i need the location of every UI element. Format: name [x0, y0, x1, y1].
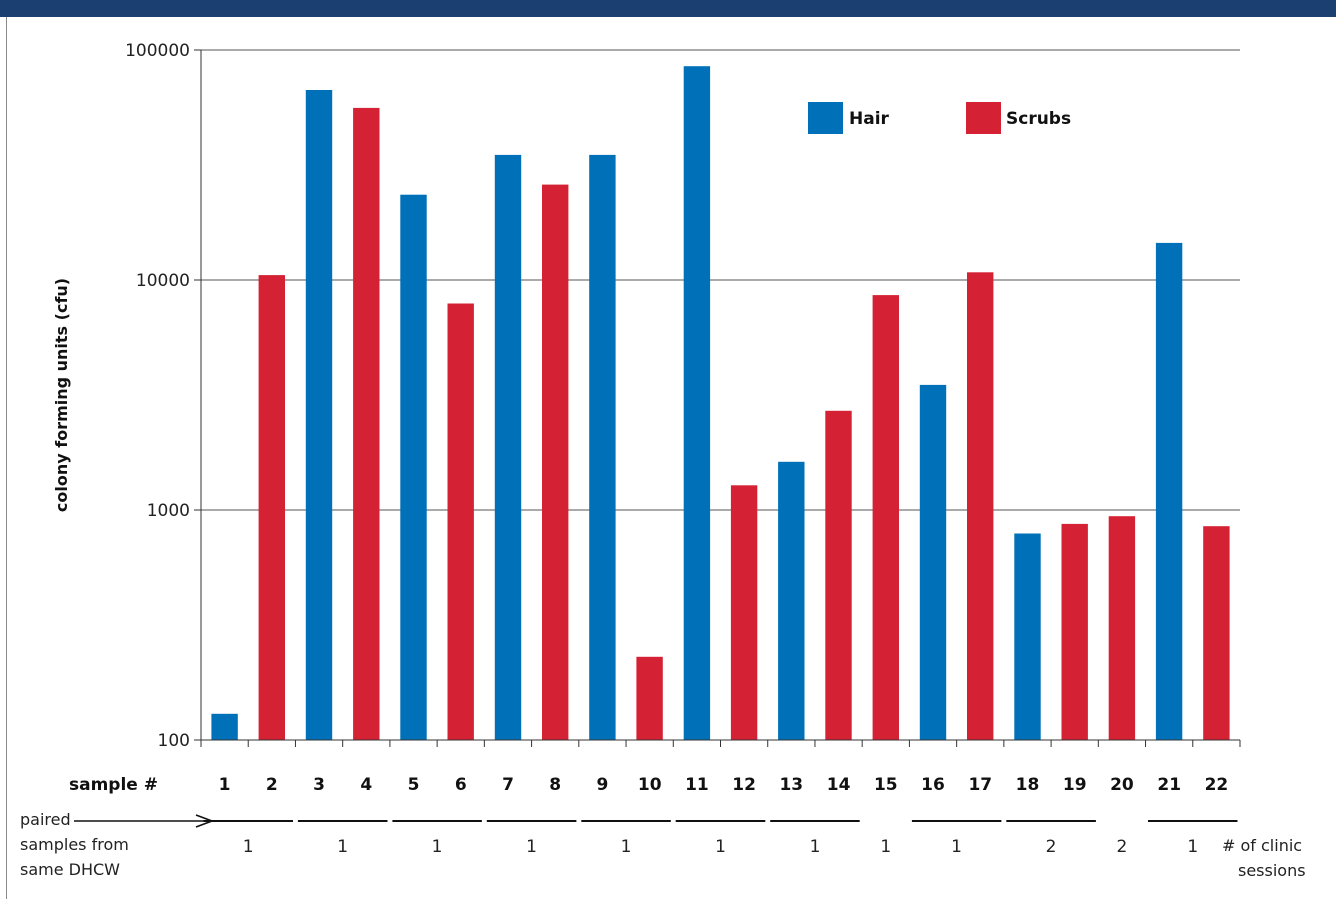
session-count: 2 [1046, 837, 1057, 857]
bar-19-scrubs [1061, 523, 1088, 740]
sessions-label-line-2: sessions [1238, 861, 1306, 880]
legend-swatch-scrubs [966, 102, 1001, 134]
bar-8-scrubs [542, 184, 569, 741]
bar-16-hair [919, 384, 947, 740]
x-tick-label: 11 [685, 775, 709, 795]
x-tick-label: 8 [549, 775, 561, 795]
session-count: 1 [243, 837, 254, 857]
arrow-icon [74, 814, 215, 828]
legend-label-hair: Hair [849, 109, 890, 129]
bar-5-hair [400, 194, 427, 740]
legend-swatch-hair [808, 102, 843, 134]
y-tick-label: 1000 [147, 501, 190, 521]
bar-17-scrubs [967, 272, 994, 740]
bar-12-scrubs [730, 485, 758, 740]
x-tick-label: 16 [921, 775, 945, 795]
x-tick-label: 10 [638, 775, 662, 795]
x-tick-label: 19 [1063, 775, 1087, 795]
x-tick-label: 20 [1110, 775, 1134, 795]
bar-21-hair [1155, 242, 1183, 740]
y-tick-labels: 100 1000 10000 100000 [125, 41, 190, 751]
legend: Hair Scrubs [808, 102, 1071, 134]
header-band [0, 0, 1336, 17]
x-tick-label: 1 [219, 775, 231, 795]
bar-7-hair [494, 154, 522, 740]
x-tick-label: 15 [874, 775, 898, 795]
bar-20-scrubs [1108, 516, 1136, 740]
x-tick-label: 12 [732, 775, 756, 795]
pair-lines: 1 1 1 1 1 1 1 1 1 2 2 1 [203, 820, 1238, 857]
bar-22-scrubs [1203, 526, 1230, 740]
x-tick-label: 17 [968, 775, 992, 795]
bar-11-hair [683, 66, 711, 740]
bars [211, 66, 1230, 741]
sessions-label-line-1: # of clinic [1222, 836, 1302, 855]
bar-15-scrubs [872, 295, 899, 740]
bar-13-hair [778, 461, 805, 740]
x-tick-labels: 1 2 3 4 5 6 7 8 9 10 11 12 13 14 15 16 17 18 19 20 21 22 [219, 775, 1229, 795]
bar-4-scrubs [353, 107, 380, 740]
y-tick-label: 10000 [136, 271, 190, 291]
y-axis-title: colony forming units (cfu) [52, 278, 71, 512]
y-tick-label: 100 [158, 731, 190, 751]
bar-1-hair [211, 713, 238, 740]
x-tick-label: 14 [827, 775, 851, 795]
session-count: 1 [810, 837, 821, 857]
session-count: 1 [526, 837, 537, 857]
paired-label-line-1: paired [20, 810, 71, 829]
session-count: 1 [621, 837, 632, 857]
x-tick-label: 5 [408, 775, 420, 795]
bar-9-hair [589, 154, 616, 740]
x-tick-label: 13 [779, 775, 803, 795]
bar-14-scrubs [825, 410, 852, 740]
x-tick-label: 2 [266, 775, 278, 795]
session-count: 1 [715, 837, 726, 857]
x-tick-label: 22 [1205, 775, 1229, 795]
bar-6-scrubs [447, 303, 474, 740]
x-tick-label: 21 [1157, 775, 1181, 795]
session-count: 1 [951, 837, 962, 857]
left-border [6, 17, 7, 899]
axes [200, 50, 1241, 747]
x-tick-label: 18 [1016, 775, 1040, 795]
x-tick-label: 9 [596, 775, 608, 795]
x-tick-label: 3 [313, 775, 325, 795]
x-tick-label: 6 [455, 775, 467, 795]
paired-label-line-2: samples from [20, 835, 129, 854]
bar-10-scrubs [636, 656, 663, 740]
sessions-note: # of clinic sessions [1222, 836, 1306, 880]
legend-label-scrubs: Scrubs [1006, 109, 1071, 129]
bar-18-hair [1014, 533, 1041, 740]
y-tick-label: 100000 [125, 41, 190, 61]
bar-2-scrubs [258, 275, 285, 740]
session-count: 1 [1187, 837, 1198, 857]
session-count: 2 [1116, 837, 1127, 857]
bar-3-hair [305, 90, 333, 740]
session-count: 1 [432, 837, 443, 857]
paired-label-line-3: same DHCW [20, 860, 120, 879]
paired-samples-note: paired samples from same DHCW [20, 810, 215, 879]
session-count: 1 [337, 837, 348, 857]
x-tick-label: 7 [502, 775, 514, 795]
x-axis-title: sample # [69, 775, 158, 795]
x-tick-label: 4 [360, 775, 372, 795]
session-count: 1 [880, 837, 891, 857]
